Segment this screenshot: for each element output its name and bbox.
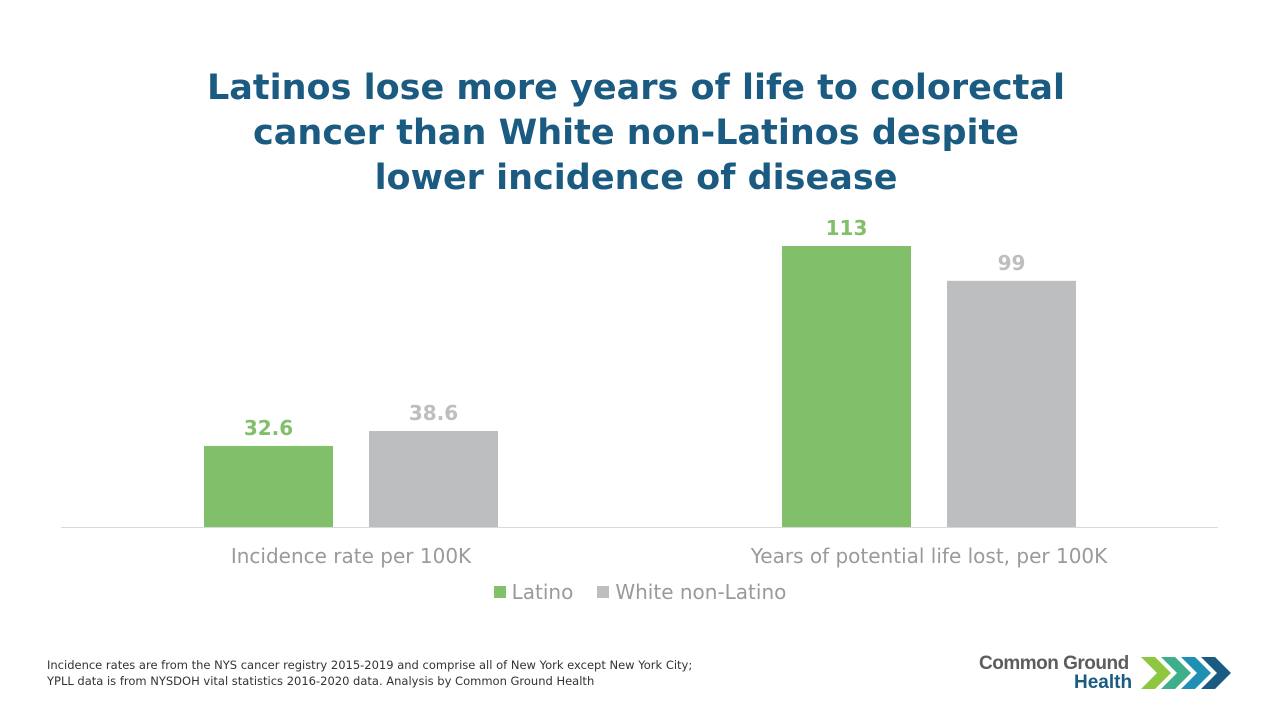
logo-chevrons-icon bbox=[1141, 657, 1231, 689]
category-label-incidence: Incidence rate per 100K bbox=[231, 544, 472, 568]
bar-latino-incidence bbox=[204, 445, 333, 527]
bar-latino-ypll bbox=[782, 246, 911, 527]
logo-chevron-4 bbox=[1201, 657, 1231, 689]
legend-item-latino: Latino bbox=[493, 580, 574, 604]
title-line-3: lower incidence of disease bbox=[374, 158, 898, 198]
footnote-line-2: YPLL data is from NYSDOH vital statistic… bbox=[47, 674, 595, 688]
data-label-latino-ypll: 113 bbox=[826, 216, 868, 240]
bar-white-non-latino-incidence bbox=[369, 431, 498, 527]
legend-label-latino: Latino bbox=[511, 580, 574, 604]
logo-chevron-3 bbox=[1181, 657, 1211, 689]
title-line-1: Latinos lose more years of life to color… bbox=[206, 68, 1066, 108]
bar-chart: 32.6 113 38.6 99 Incidence rate per 100K Year… bbox=[61, 216, 1218, 568]
legend: Latino White non-Latino bbox=[0, 580, 1280, 604]
footnote: Incidence rates are from the NYS cancer … bbox=[47, 657, 692, 689]
title-line-2: cancer than White non-Latinos despite bbox=[253, 113, 1019, 153]
logo-chevron-2 bbox=[1161, 657, 1191, 689]
data-label-latino-incidence: 32.6 bbox=[244, 416, 293, 440]
category-label-ypll: Years of potential life lost, per 100K bbox=[750, 544, 1108, 568]
data-label-white-non-latino-ypll: 99 bbox=[998, 251, 1026, 275]
footnote-line-1: Incidence rates are from the NYS cancer … bbox=[47, 658, 693, 672]
logo-text-line-2: Health bbox=[1074, 672, 1133, 693]
legend-label-white-non-latino: White non-Latino bbox=[615, 580, 787, 604]
chart-title: Latinos lose more years of life to color… bbox=[0, 66, 1272, 201]
legend-swatch-latino bbox=[493, 586, 506, 598]
bar-white-non-latino-ypll bbox=[947, 280, 1076, 527]
common-ground-health-logo: Common Ground Health bbox=[975, 653, 1235, 693]
logo-chevron-1 bbox=[1141, 657, 1171, 689]
legend-swatch-white-non-latino bbox=[597, 586, 610, 598]
logo-text-line-1: Common Ground bbox=[979, 653, 1129, 674]
legend-item-white-non-latino: White non-Latino bbox=[597, 580, 786, 604]
data-label-white-non-latino-incidence: 38.6 bbox=[409, 401, 458, 425]
